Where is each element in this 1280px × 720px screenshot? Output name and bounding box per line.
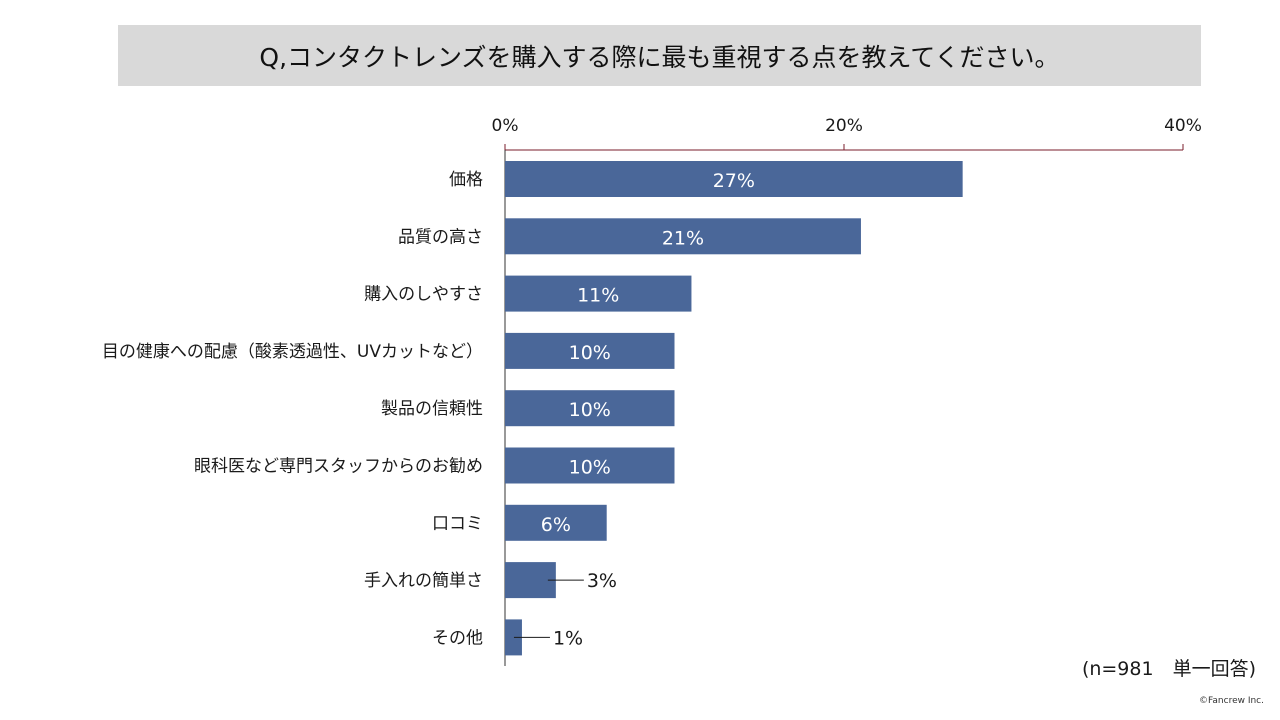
data-label: 11%: [577, 285, 619, 307]
data-label: 10%: [569, 342, 611, 364]
category-label: 手入れの簡単さ: [364, 571, 483, 591]
copyright: ©Fancrew Inc.: [1199, 696, 1264, 706]
bar: [505, 275, 692, 312]
category-label: 眼科医など専門スタッフからのお勧め: [194, 457, 483, 477]
x-tick-label: 40%: [1164, 116, 1202, 136]
category-label: 価格: [449, 170, 483, 190]
data-label: 21%: [662, 227, 704, 249]
bar: [505, 161, 963, 197]
category-label: 購入のしやすさ: [364, 285, 483, 305]
category-label: 口コミ: [432, 514, 483, 534]
data-label: 10%: [569, 457, 611, 479]
bar: [505, 619, 522, 656]
category-label: 目の健康への配慮（酸素透過性、UVカットなど）: [102, 342, 483, 362]
data-label: 1%: [553, 627, 583, 649]
category-label: その他: [432, 628, 483, 648]
bar: [505, 390, 675, 427]
bar: [505, 562, 556, 599]
sample-note: (n=981 単一回答): [1081, 658, 1256, 680]
data-label: 27%: [713, 170, 755, 192]
category-label: 製品の信頼性: [381, 399, 483, 419]
bar: [505, 447, 675, 484]
category-label: 品質の高さ: [398, 227, 483, 247]
x-tick-label: 20%: [825, 116, 863, 136]
bar: [505, 218, 861, 255]
x-tick-label: 0%: [492, 116, 519, 136]
data-label: 6%: [541, 514, 571, 536]
data-label: 10%: [569, 399, 611, 421]
data-label: 3%: [587, 570, 617, 592]
bar: [505, 332, 675, 369]
bar: [505, 504, 607, 541]
chart-title: Q,コンタクトレンズを購入する際に最も重視する点を教えてください。: [259, 42, 1060, 72]
title-band: Q,コンタクトレンズを購入する際に最も重視する点を教えてください。: [118, 25, 1201, 86]
